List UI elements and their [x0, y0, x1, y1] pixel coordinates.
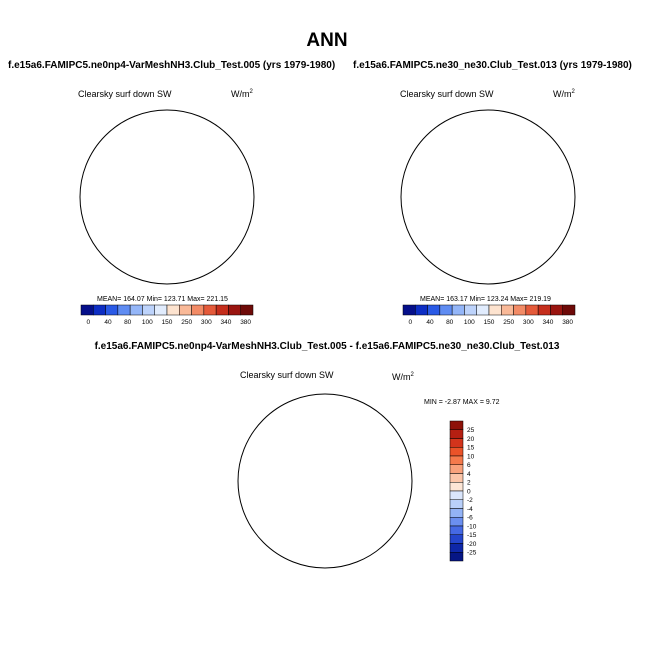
colorbar-panel-a: 0 40 80 100 150 250 300 340 380	[80, 304, 254, 326]
colorbar-tick-label: 2	[467, 480, 471, 487]
colorbar-swatch	[427, 304, 441, 316]
colorbar-swatch	[117, 304, 131, 316]
colorbar-swatch	[80, 304, 94, 316]
colorbar-swatch	[501, 304, 514, 316]
colorbar-swatch	[513, 304, 527, 316]
colorbar-tick-label: 80	[446, 319, 454, 326]
difference-units: W/m2	[392, 372, 414, 382]
colorbar-swatch	[449, 429, 464, 439]
colorbar-swatch	[449, 482, 464, 492]
colorbar-tick-label: 80	[124, 319, 132, 326]
colorbar-swatch	[154, 304, 168, 316]
colorbar-swatch	[191, 304, 205, 316]
colorbar-tick-label: -15	[467, 532, 477, 539]
colorbar-swatch	[240, 304, 254, 316]
colorbar-tick-label: -25	[467, 550, 477, 557]
panel-b-stats: MEAN= 163.17 Min= 123.24 Max= 219.19	[420, 296, 551, 303]
colorbar-swatch	[449, 517, 464, 527]
colorbar-tick-label: 150	[162, 319, 173, 326]
colorbar-swatch	[129, 304, 143, 316]
colorbar-swatch	[464, 304, 477, 316]
colorbar-swatch	[402, 304, 416, 316]
map-difference	[237, 393, 413, 569]
colorbar-tick-label: 6	[467, 462, 471, 469]
colorbar-tick-label: 4	[467, 471, 471, 478]
difference-title: f.e15a6.FAMIPC5.ne0np4-VarMeshNH3.Club_T…	[94, 341, 560, 352]
colorbar-swatch	[449, 508, 464, 518]
panel-a-units: W/m2	[231, 89, 253, 99]
colorbar-swatch	[449, 420, 464, 430]
colorbar-tick-label: 340	[543, 319, 554, 326]
colorbar-swatch	[449, 473, 464, 483]
colorbar-tick-label: 100	[464, 319, 475, 326]
colorbar-tick-label: 300	[201, 319, 212, 326]
panel-a-variable: Clearsky surf down SW	[78, 89, 172, 99]
colorbar-swatch	[203, 304, 217, 316]
panel-b-title: f.e15a6.FAMIPC5.ne30_ne30.Club_Test.013 …	[353, 60, 632, 71]
colorbar-panel-b: 0 40 80 100 150 250 300 340 380	[402, 304, 576, 326]
colorbar-swatch	[449, 438, 464, 448]
difference-variable: Clearsky surf down SW	[240, 370, 334, 380]
colorbar-swatch	[228, 304, 241, 316]
panel-b-variable: Clearsky surf down SW	[400, 89, 494, 99]
panel-a-stats: MEAN= 164.07 Min= 123.71 Max= 221.15	[97, 296, 228, 303]
colorbar-tick-label: 300	[523, 319, 534, 326]
colorbar-swatch	[488, 304, 502, 316]
map-panel-a	[79, 109, 255, 285]
colorbar-tick-label: 100	[142, 319, 153, 326]
colorbar-swatch	[449, 447, 464, 457]
colorbar-swatch	[525, 304, 539, 316]
colorbar-tick-label: 380	[240, 319, 251, 326]
colorbar-swatch	[449, 543, 464, 553]
colorbar-swatch	[449, 464, 464, 474]
colorbar-swatch	[93, 304, 106, 316]
figure-title: ANN	[306, 30, 348, 51]
colorbar-tick-label: 20	[467, 436, 475, 443]
colorbar-tick-label: 250	[503, 319, 514, 326]
colorbar-tick-label: 0	[87, 319, 91, 326]
colorbar-swatch	[449, 552, 464, 562]
colorbar-tick-label: 250	[181, 319, 192, 326]
colorbar-tick-label: 0	[409, 319, 413, 326]
colorbar-tick-label: -10	[467, 523, 477, 530]
colorbar-swatch	[562, 304, 576, 316]
colorbar-swatch	[476, 304, 490, 316]
colorbar-swatch	[449, 455, 464, 465]
colorbar-tick-label: 150	[484, 319, 495, 326]
panel-a-title: f.e15a6.FAMIPC5.ne0np4-VarMeshNH3.Club_T…	[8, 60, 336, 71]
colorbar-tick-label: 0	[467, 488, 471, 495]
colorbar-swatch	[439, 304, 453, 316]
colorbar-swatch	[179, 304, 192, 316]
colorbar-swatch	[166, 304, 180, 316]
colorbar-swatch	[105, 304, 119, 316]
colorbar-tick-label: -6	[467, 515, 473, 522]
colorbar-swatch	[449, 534, 464, 544]
colorbar-swatch	[537, 304, 551, 316]
colorbar-tick-label: 40	[104, 319, 112, 326]
panel-b-units: W/m2	[553, 89, 575, 99]
colorbar-tick-label: 40	[426, 319, 434, 326]
colorbar-swatch	[451, 304, 465, 316]
colorbar-tick-label: 25	[467, 427, 475, 434]
colorbar-swatch	[142, 304, 155, 316]
colorbar-swatch	[449, 490, 464, 500]
colorbar-tick-label: 380	[562, 319, 573, 326]
colorbar-swatch	[449, 525, 464, 535]
colorbar-tick-label: 10	[467, 453, 475, 460]
colorbar-tick-label: -2	[467, 497, 473, 504]
colorbar-tick-label: 15	[467, 445, 475, 452]
map-panel-b	[400, 109, 576, 285]
colorbar-tick-label: -20	[467, 541, 477, 548]
colorbar-swatch	[550, 304, 563, 316]
colorbar-swatch	[415, 304, 428, 316]
colorbar-tick-label: -4	[467, 506, 473, 513]
colorbar-swatch	[449, 499, 464, 509]
colorbar-swatch	[215, 304, 229, 316]
colorbar-tick-label: 340	[221, 319, 232, 326]
difference-stats: MIN = -2.87 MAX = 9.72	[424, 399, 500, 406]
